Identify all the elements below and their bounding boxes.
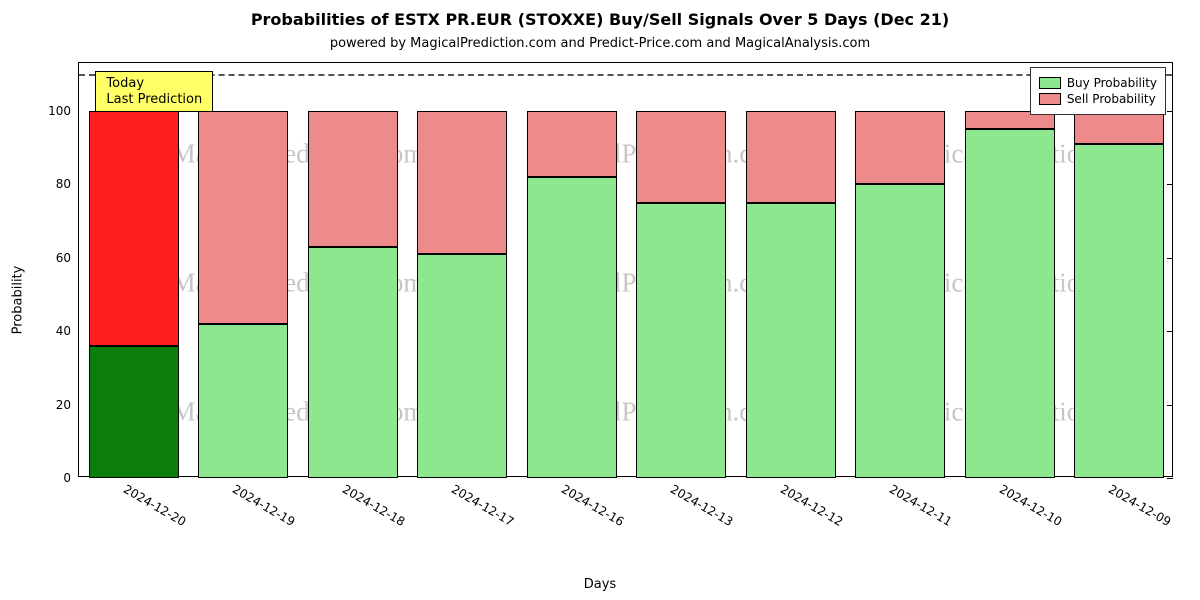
today-annotation: TodayLast Prediction — [95, 71, 213, 112]
chart-title: Probabilities of ESTX PR.EUR (STOXXE) Bu… — [0, 10, 1200, 29]
x-tick-label: 2024-12-13 — [668, 482, 735, 529]
bar-sell — [308, 111, 398, 247]
legend-item: Sell Probability — [1039, 92, 1157, 106]
plot-area: MagicalPrediction.comMagicalPrediction.c… — [78, 62, 1173, 477]
legend-swatch — [1039, 77, 1061, 89]
legend: Buy Probability Sell Probability — [1030, 67, 1166, 115]
bar-sell — [636, 111, 726, 203]
bar-sell — [746, 111, 836, 203]
legend-label: Buy Probability — [1067, 76, 1157, 90]
x-tick-label: 2024-12-20 — [121, 482, 188, 529]
bar-sell — [1074, 111, 1164, 144]
x-tick-label: 2024-12-18 — [340, 482, 407, 529]
bar-buy — [855, 184, 945, 478]
y-axis-label: Probability — [11, 266, 26, 335]
y-tick-label: 60 — [56, 251, 79, 265]
x-tick-label: 2024-12-12 — [778, 482, 845, 529]
bar-sell — [527, 111, 617, 177]
y-tick-label: 20 — [56, 398, 79, 412]
bar-buy — [308, 247, 398, 478]
legend-label: Sell Probability — [1067, 92, 1156, 106]
chart-canvas: Probabilities of ESTX PR.EUR (STOXXE) Bu… — [0, 0, 1200, 600]
threshold-line — [79, 74, 1172, 76]
x-tick-label: 2024-12-19 — [230, 482, 297, 529]
bar-sell — [417, 111, 507, 254]
legend-swatch — [1039, 93, 1061, 105]
bar-buy — [636, 203, 726, 478]
x-tick-label: 2024-12-16 — [559, 482, 626, 529]
bar-buy — [198, 324, 288, 478]
bar-buy — [965, 129, 1055, 478]
x-axis-label: Days — [0, 577, 1200, 592]
x-tick-label: 2024-12-10 — [997, 482, 1064, 529]
bar-sell — [855, 111, 945, 184]
y-tick-label: 0 — [63, 471, 79, 485]
bar-buy — [89, 346, 179, 478]
x-tick-label: 2024-12-17 — [449, 482, 516, 529]
y-tick-label: 40 — [56, 324, 79, 338]
y-tick-label: 80 — [56, 177, 79, 191]
bar-buy — [527, 177, 617, 478]
x-tick-label: 2024-12-11 — [887, 482, 954, 529]
bar-sell — [89, 111, 179, 346]
bar-buy — [417, 254, 507, 478]
x-tick-label: 2024-12-09 — [1106, 482, 1173, 529]
legend-item: Buy Probability — [1039, 76, 1157, 90]
bar-buy — [1074, 144, 1164, 478]
bar-sell — [198, 111, 288, 324]
chart-subtitle: powered by MagicalPrediction.com and Pre… — [0, 36, 1200, 51]
y-tick-label: 100 — [48, 104, 79, 118]
bar-buy — [746, 203, 836, 478]
